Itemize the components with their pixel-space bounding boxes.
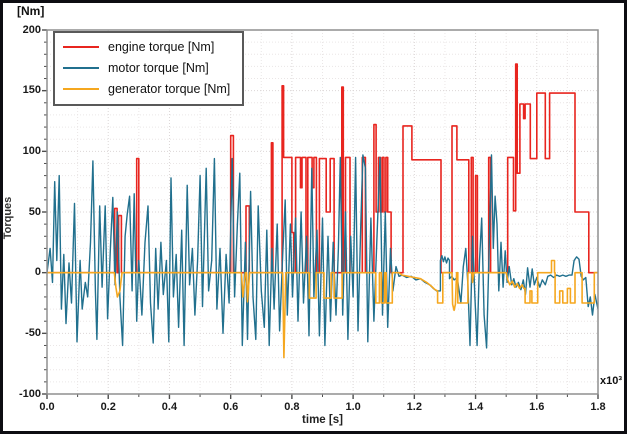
- x-tick-label: 1.4: [467, 401, 484, 413]
- x-tick-label: 1.8: [590, 401, 606, 413]
- y-tick-label: 50: [28, 205, 41, 218]
- y-tick-label: 100: [22, 144, 41, 157]
- plot-frame: [46, 29, 599, 395]
- x-tick-label: 0.8: [284, 401, 300, 413]
- legend-item-label: motor torque [Nm]: [108, 61, 209, 75]
- legend-item: motor torque [Nm]: [63, 61, 230, 75]
- x-axis-scale-multiplier: x10³: [600, 375, 623, 387]
- y-tick-label: 0: [34, 266, 41, 279]
- legend: engine torque [Nm] motor torque [Nm] gener…: [53, 31, 245, 106]
- x-tick-label: 1.6: [529, 401, 545, 413]
- x-tick-label: 0.2: [100, 401, 116, 413]
- x-tick-label: 0.0: [39, 401, 55, 413]
- generator-torque-line: [47, 259, 598, 359]
- motor-torque-line: [47, 154, 598, 349]
- x-tick-label: 0.6: [223, 401, 239, 413]
- y-tick-label: 200: [22, 23, 41, 36]
- y-tick-label: -50: [25, 326, 41, 339]
- y-axis-unit-label: [Nm]: [17, 4, 45, 18]
- legend-item: generator torque [Nm]: [63, 82, 230, 96]
- legend-line-swatch: [63, 67, 99, 69]
- legend-item: engine torque [Nm]: [63, 40, 230, 54]
- legend-line-swatch: [63, 46, 99, 48]
- y-tick-label: -100: [18, 387, 41, 400]
- x-tick-label: 1.0: [345, 401, 361, 413]
- y-tick-label: 150: [22, 84, 41, 97]
- x-tick-label: 1.2: [406, 401, 422, 413]
- x-axis-title: time [s]: [302, 414, 343, 426]
- y-axis-title: Torques: [2, 196, 14, 240]
- legend-line-swatch: [63, 88, 99, 90]
- x-tick-label: 0.4: [161, 401, 178, 413]
- legend-item-label: generator torque [Nm]: [108, 82, 231, 96]
- legend-item-label: engine torque [Nm]: [108, 40, 215, 54]
